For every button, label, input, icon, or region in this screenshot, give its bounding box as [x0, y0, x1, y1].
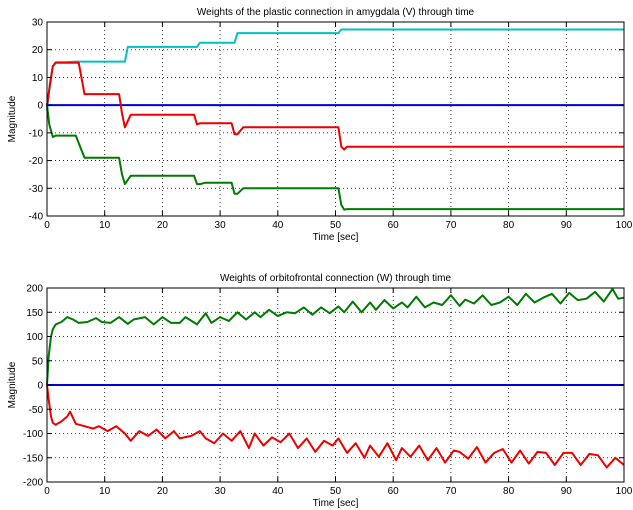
y-axis-label: Magnitude [7, 361, 18, 408]
x-tick-label: 20 [157, 220, 169, 231]
y-tick-label: 150 [26, 308, 43, 319]
x-tick-label: 10 [99, 220, 111, 231]
x-tick-label: 40 [272, 220, 284, 231]
y-tick-label: 10 [32, 73, 44, 84]
x-tick-label: 10 [99, 486, 111, 497]
x-tick-label: 70 [445, 486, 457, 497]
x-tick-label: 80 [503, 220, 515, 231]
y-tick-label: -40 [29, 212, 44, 223]
y-tick-label: 0 [37, 101, 43, 112]
series-line-4 [46, 104, 624, 211]
x-tick-label: 60 [388, 220, 400, 231]
x-tick-label: 20 [157, 486, 169, 497]
x-axis-label: Time [sec] [313, 232, 359, 243]
y-tick-label: -20 [29, 156, 44, 167]
chart-1: 0 10 20 30 40 50 60 70 80 90 100 -40 -30 -20 -10 0 10 20 3… [7, 7, 633, 243]
series-line-3 [46, 384, 625, 469]
x-tick-label: 100 [616, 220, 633, 231]
y-tick-label: 100 [26, 332, 43, 343]
y-tick-label: 30 [32, 18, 44, 29]
x-axis-label: Time [sec] [313, 498, 359, 509]
y-tick-label: -200 [23, 478, 43, 489]
x-tick-label: 80 [503, 486, 515, 497]
series-line-2 [46, 288, 625, 386]
x-tick-label: 0 [44, 220, 50, 231]
x-tick-label: 30 [215, 220, 227, 231]
y-tick-label: -30 [29, 184, 44, 195]
y-tick-label: 50 [32, 356, 44, 367]
chart-title: Weights of the plastic connection in amy… [197, 7, 475, 18]
x-tick-label: 50 [330, 220, 342, 231]
x-tick-label: 70 [445, 220, 457, 231]
x-tick-label: 40 [272, 486, 284, 497]
y-tick-label: 200 [26, 284, 43, 295]
series-line-3 [46, 61, 624, 151]
x-tick-label: 50 [330, 486, 342, 497]
y-tick-label: -150 [23, 453, 43, 464]
y-tick-label: 0 [37, 381, 43, 392]
x-tick-label: 0 [44, 486, 50, 497]
y-tick-label: -100 [23, 429, 43, 440]
y-axis-label: Magnitude [7, 95, 18, 142]
x-tick-label: 100 [616, 486, 633, 497]
x-tick-label: 90 [561, 220, 573, 231]
chart-title: Weights of orbitofrontal connection (W) … [220, 273, 451, 284]
x-tick-label: 90 [561, 486, 573, 497]
chart-2: 0 10 20 30 40 50 60 70 80 90 100 -200 -150 -100 -50 0 50… [7, 273, 633, 509]
y-tick-label: -50 [29, 405, 44, 416]
y-tick-label: -10 [29, 128, 44, 139]
x-tick-label: 60 [388, 486, 400, 497]
x-tick-label: 30 [215, 486, 227, 497]
y-tick-label: 20 [32, 45, 44, 56]
